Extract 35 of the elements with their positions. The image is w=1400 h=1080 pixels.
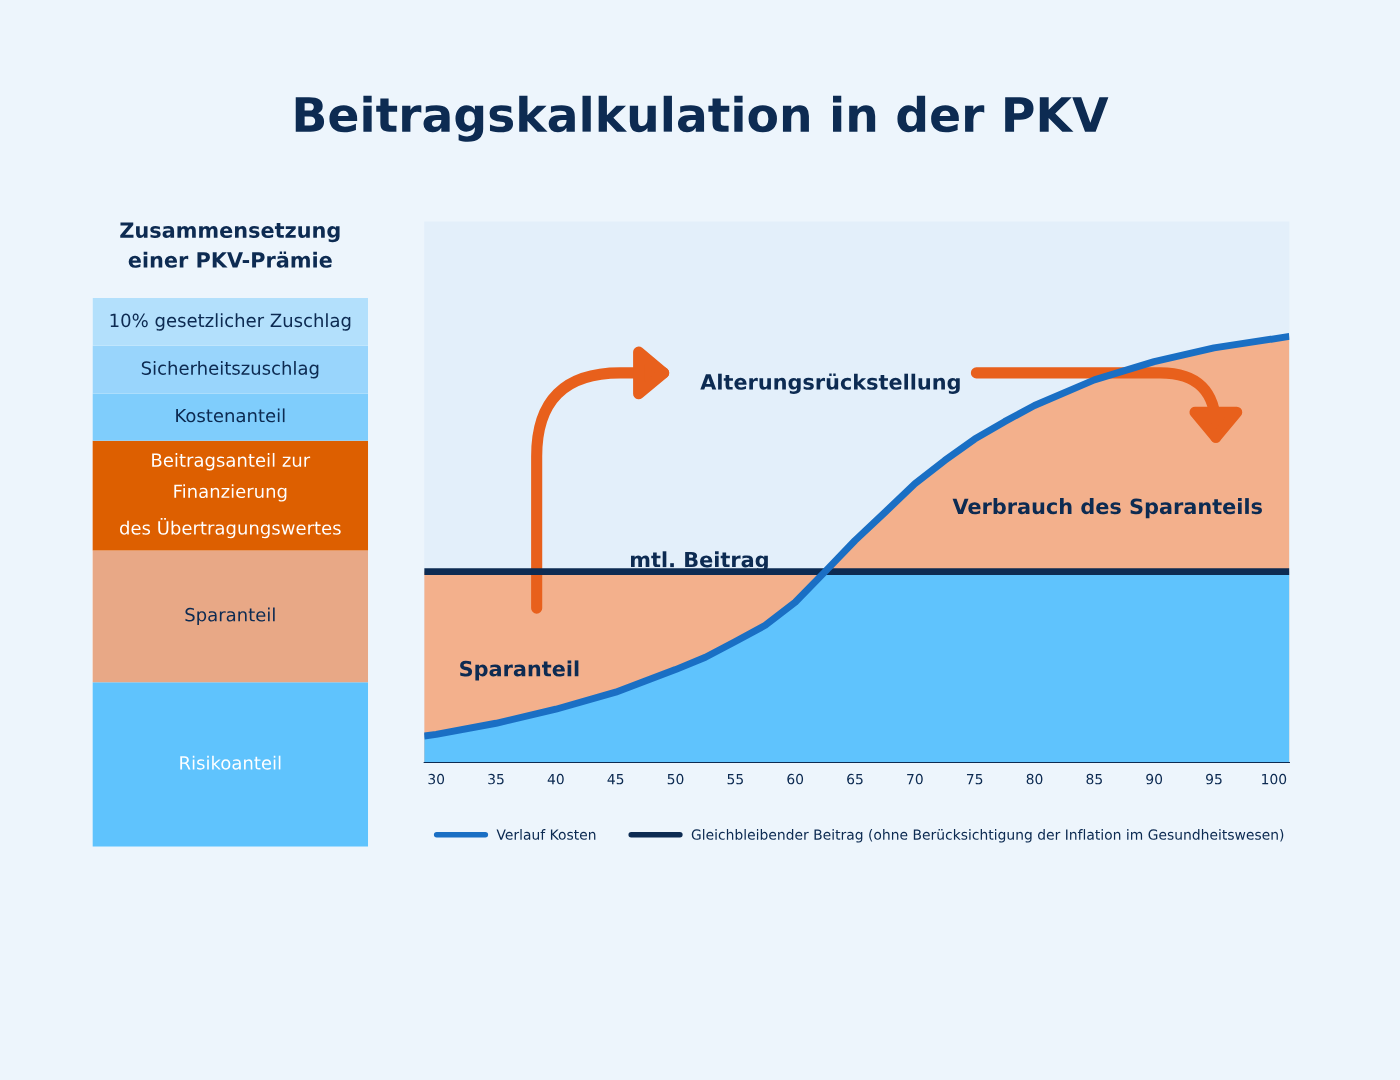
series-label: Sparanteil — [185, 607, 275, 626]
bar — [92, 345, 369, 394]
x-tick-label: 75 — [966, 774, 983, 785]
bar — [92, 550, 369, 683]
x-tick-label: 80 — [1026, 773, 1043, 785]
legend-label: Gleichbleibender Beitrag (ohne Berücksichtigung der Inflation im Gesundheitswesen) — [691, 829, 1284, 843]
chart-title: Zusammensetzung einer PKV-Prämie — [120, 222, 340, 268]
series-label: Kostenanteil — [176, 408, 285, 423]
series-label: Risikoanteil — [180, 755, 281, 770]
x-tick-label: 40 — [547, 773, 564, 785]
x-tick-label: 65 — [847, 773, 863, 785]
annotation: mtl. Beitrag — [631, 551, 768, 572]
annotation: Verbrauch des Sparanteils — [952, 498, 1262, 519]
x-tick-label: 35 — [488, 773, 504, 785]
x-tick-label: 50 — [667, 773, 684, 785]
x-tick-label: 45 — [607, 774, 624, 785]
bar — [92, 440, 369, 551]
chart-title: Beitragskalkulation in der PKV — [295, 95, 1109, 142]
series-label: Beitragsanteil zur Finanzierung des Übertragungswertes — [120, 452, 341, 539]
series-label: 10% gesetzlicher Zuschlag — [110, 313, 351, 331]
x-tick-label: 95 — [1206, 773, 1222, 785]
x-tick-label: 70 — [907, 773, 923, 785]
annotation: Sparanteil — [460, 660, 579, 681]
x-tick-label: 85 — [1086, 773, 1102, 785]
bar — [92, 393, 369, 441]
x-tick-label: 30 — [428, 773, 445, 785]
series-label: Sicherheitszuschlag — [141, 360, 319, 379]
bar — [92, 682, 369, 847]
x-tick-label: 100 — [1262, 773, 1287, 785]
x-tick-label: 90 — [1146, 773, 1163, 785]
bar — [92, 298, 369, 346]
annotation: Alterungsrückstellung — [700, 373, 960, 395]
x-tick-label: 55 — [727, 774, 743, 785]
legend-label: Verlauf Kosten — [496, 829, 596, 840]
x-tick-label: 60 — [787, 773, 804, 785]
